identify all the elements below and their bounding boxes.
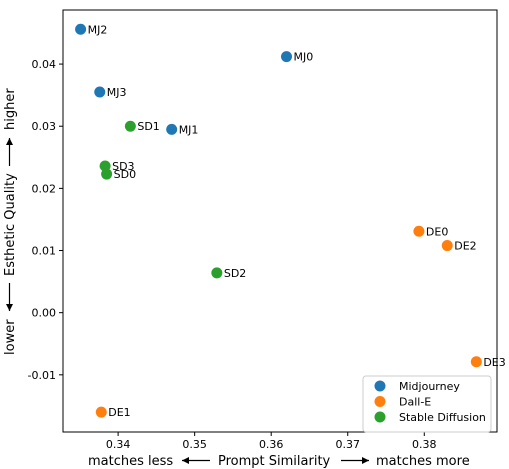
plot-frame	[62, 9, 498, 433]
x-axis-arrowhead-left	[182, 457, 189, 464]
y-axis-label-bottom: lower	[3, 319, 18, 355]
point-label-de3: DE3	[483, 356, 505, 369]
y-tick-label: 0.02	[32, 182, 57, 195]
y-axis-arrowhead-up	[6, 138, 13, 145]
data-point-mj2	[75, 23, 87, 35]
legend-marker	[374, 380, 386, 392]
y-axis-label-center: Esthetic Quality	[3, 173, 18, 276]
data-point-de2	[441, 240, 453, 252]
x-axis-label-left: matches less	[88, 454, 173, 469]
y-tick-label: 0.00	[32, 307, 57, 320]
x-axis-label-right: matches more	[376, 454, 470, 469]
x-tick-label: 0.38	[412, 438, 437, 451]
data-point-sd2	[211, 267, 223, 279]
point-label-de1: DE1	[108, 406, 130, 419]
x-tick-label: 0.34	[106, 438, 131, 451]
data-point-de3	[470, 356, 482, 368]
point-label-mj2: MJ2	[88, 23, 108, 36]
point-label-mj1: MJ1	[179, 123, 199, 136]
legend-entry-label: Midjourney	[399, 380, 460, 393]
x-axis-ticks: 0.34 0.35 0.36 0.37 0.38	[106, 432, 437, 451]
legend-box	[362, 375, 492, 433]
data-points: MJ0 MJ1 MJ2 MJ3 DE0 DE1 DE2 DE3 SD0 SD1 SD2 SD3	[75, 23, 506, 419]
point-label-de0: DE0	[426, 225, 448, 238]
y-tick-label: 0.03	[32, 120, 57, 133]
point-label-sd0: SD0	[114, 168, 136, 181]
x-axis-label: matches less Prompt Similarity matches m…	[88, 454, 470, 469]
legend-entry-label: Stable Diffusion	[399, 411, 486, 424]
point-label-mj3: MJ3	[107, 86, 127, 99]
point-label-sd2: SD2	[224, 267, 246, 280]
data-point-mj0	[281, 51, 293, 63]
x-tick-label: 0.36	[259, 438, 284, 451]
y-tick-label: 0.04	[32, 58, 57, 71]
point-label-mj0: MJ0	[294, 51, 314, 64]
x-tick-label: 0.37	[335, 438, 360, 451]
data-point-de0	[413, 225, 425, 237]
data-point-mj3	[94, 86, 106, 98]
x-axis-label-center: Prompt Similarity	[218, 454, 331, 469]
data-point-de1	[95, 406, 107, 418]
legend-marker	[374, 411, 386, 423]
y-axis-arrowhead-down	[6, 304, 13, 311]
x-tick-label: 0.35	[182, 438, 207, 451]
data-point-sd3	[99, 160, 111, 172]
plot-border	[62, 9, 498, 433]
legend-marker	[374, 396, 386, 407]
data-point-mj1	[166, 123, 178, 135]
y-tick-label: -0.01	[28, 369, 56, 382]
legend-entry-label: Dall-E	[399, 396, 431, 409]
point-label-sd1: SD1	[137, 120, 159, 133]
y-axis-label: lower Esthetic Quality higher	[3, 88, 18, 355]
point-label-de2: DE2	[454, 240, 476, 253]
y-axis-ticks: -0.01 0.00 0.01 0.02 0.03 0.04	[28, 58, 63, 382]
point-label-sd3: SD3	[112, 160, 134, 173]
x-axis-arrowhead-right	[362, 457, 369, 464]
legend: Midjourney Dall-E Stable Diffusion	[362, 375, 492, 433]
data-point-sd1	[124, 120, 136, 132]
y-axis-label-top: higher	[3, 88, 18, 130]
y-tick-label: 0.01	[32, 245, 57, 258]
